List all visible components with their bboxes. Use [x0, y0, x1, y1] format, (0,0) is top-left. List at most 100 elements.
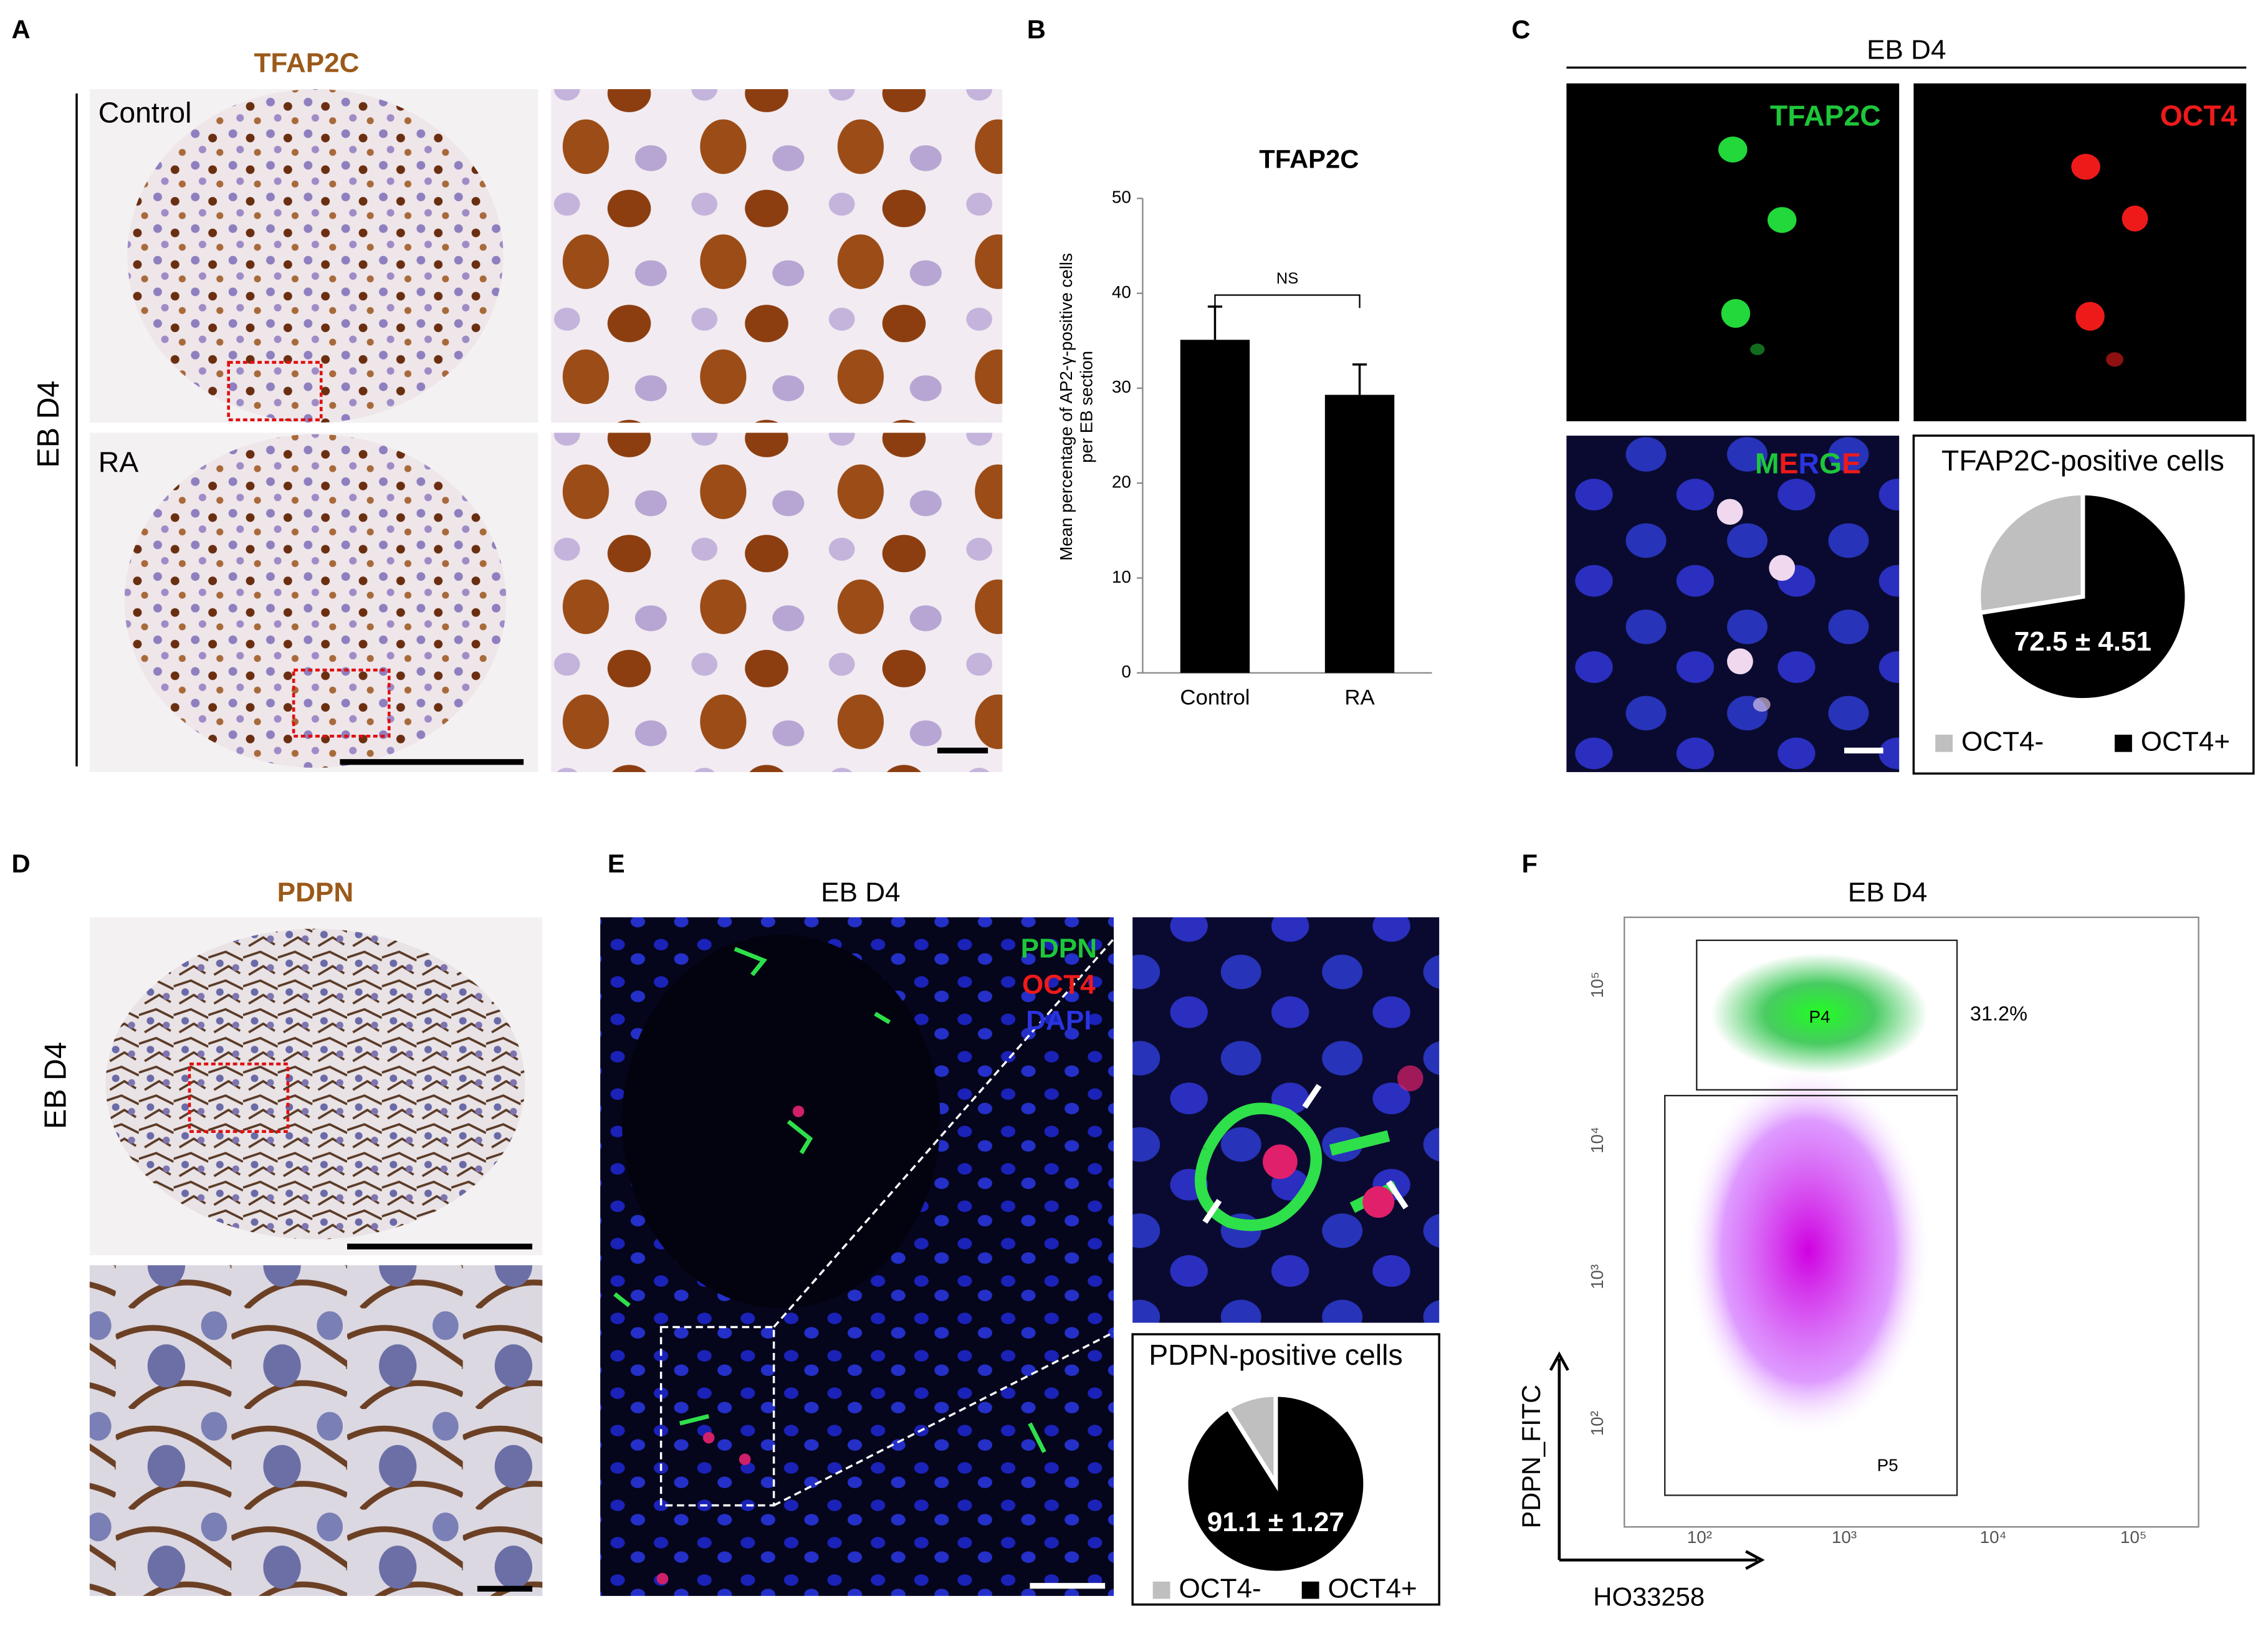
x-tick-label: 10⁵ [2120, 1527, 2146, 1547]
channel-label: DAPI [1026, 1005, 1091, 1036]
axis-arrows [1549, 1351, 1765, 1570]
y-tick-label: 10 [1112, 567, 1131, 586]
value-label: 91.1 ± 1.27 [1207, 1507, 1344, 1537]
merge-letter: E [1842, 447, 1861, 480]
zoom-box [188, 1062, 290, 1134]
significance-bracket [1214, 294, 1361, 308]
panel-label: B [1027, 15, 1046, 44]
merge-letter: E [1779, 447, 1799, 480]
value-label: 72.5 ± 4.51 [2014, 626, 2151, 657]
micrograph-eb [105, 929, 525, 1240]
y-axis-label: per EB section [1077, 351, 1096, 463]
gate [1696, 939, 1958, 1091]
nuclei [1718, 136, 1797, 355]
y-tick-label: 30 [1112, 377, 1131, 396]
y-tick-label: 20 [1112, 472, 1131, 492]
error-bar [1352, 363, 1367, 395]
y-axis-label: Mean percentage of AP2-γ-positive cells [1056, 253, 1076, 561]
panel-title: EB D4 [821, 877, 900, 908]
gate-percent: 31.2% [1970, 1002, 2027, 1025]
y-tick-label: 40 [1112, 282, 1131, 302]
gate-label: P4 [1809, 1007, 1830, 1026]
row-label: RA [98, 446, 139, 479]
x-axis-label: HO33258 [1593, 1582, 1705, 1612]
legend-swatch [2114, 734, 2132, 752]
x-tick-label: 10⁴ [1980, 1527, 2007, 1547]
zoom-line [773, 916, 1134, 1328]
chart-title: TFAP2C [1259, 144, 1359, 173]
y-tick-label: 10² [1587, 1411, 1607, 1436]
x-tick-label: RA [1344, 686, 1375, 710]
channel-label: OCT4 [2160, 99, 2237, 131]
bar [1324, 394, 1395, 673]
nuclei [1716, 499, 1796, 712]
pie-slice [1977, 490, 2189, 703]
error-bar [1207, 305, 1223, 340]
x-tick-label: 10² [1687, 1527, 1712, 1547]
channel-label: TFAP2C [1770, 99, 1881, 131]
panel-label: F [1521, 849, 1538, 878]
micrograph [1913, 83, 2247, 421]
arrow [1202, 1084, 1409, 1224]
panel-label: A [12, 15, 31, 44]
legend-label: OCT4+ [2141, 726, 2230, 757]
oct4-signal [1263, 1065, 1423, 1218]
legend-label: OCT4+ [1328, 1573, 1417, 1603]
y-tick-label: 50 [1112, 188, 1131, 207]
chart-title: PDPN-positive cells [1149, 1339, 1402, 1371]
p4-population [1711, 953, 1928, 1074]
oct4-signal [656, 1106, 805, 1585]
micrograph-zoom [89, 1265, 543, 1596]
y-axis-label: PDPN_FITC [1516, 1385, 1546, 1529]
merge-letter: M [1755, 447, 1779, 480]
merge-label: MERGE [1755, 447, 1861, 480]
micrograph-zoom [551, 89, 1003, 423]
zoom-box [292, 668, 391, 738]
significance-label: NS [1276, 270, 1298, 287]
stain-title: PDPN [277, 877, 353, 908]
legend-label: OCT4- [1961, 726, 2044, 757]
pie-slice [1184, 1392, 1368, 1575]
y-tick-label: 10⁴ [1587, 1127, 1607, 1154]
micrograph-zoom [551, 432, 1003, 772]
pdpn-signal [613, 947, 1046, 1453]
legend-swatch [1152, 1581, 1170, 1599]
stain-title: TFAP2C [254, 48, 360, 79]
y-tick-label: 10⁵ [1587, 972, 1607, 998]
micrograph-eb [127, 89, 504, 423]
bar [1180, 340, 1250, 673]
panel-label: D [12, 849, 31, 878]
gate [1664, 1094, 1958, 1496]
panel-label: C [1511, 15, 1530, 44]
x-tick-label: 10³ [1832, 1527, 1857, 1547]
panel-label: E [608, 849, 625, 878]
chart-title: TFAP2C-positive cells [1941, 444, 2224, 477]
micrograph-cavity [621, 934, 940, 1309]
legend-swatch [1935, 734, 1953, 752]
pie-slice [1976, 490, 2085, 616]
legend-swatch [1301, 1581, 1319, 1599]
micrograph [1566, 436, 1900, 772]
y-tick-label: 10³ [1587, 1264, 1607, 1289]
micrograph-eb [124, 434, 507, 768]
row-label: Control [98, 97, 192, 129]
channel-label: PDPN [1021, 934, 1097, 964]
zoom-line [773, 1322, 1133, 1507]
micrograph [1566, 83, 1900, 421]
panel-title: EB D4 [1848, 877, 1927, 908]
zoom-box [659, 1326, 775, 1507]
zoom-box [227, 361, 323, 421]
merge-letter: G [1819, 447, 1842, 480]
row-title: EB D4 [39, 1042, 73, 1129]
p5-population [1685, 1064, 1931, 1438]
channel-label: OCT4 [1022, 969, 1096, 1000]
panel-title: EB D4 [1867, 35, 1946, 65]
row-title: EB D4 [32, 381, 65, 468]
x-tick-label: Control [1180, 686, 1250, 710]
nuclei [2071, 153, 2148, 367]
legend-label: OCT4- [1179, 1573, 1261, 1603]
merge-letter: R [1799, 447, 1820, 480]
y-tick-label: 0 [1121, 662, 1131, 681]
